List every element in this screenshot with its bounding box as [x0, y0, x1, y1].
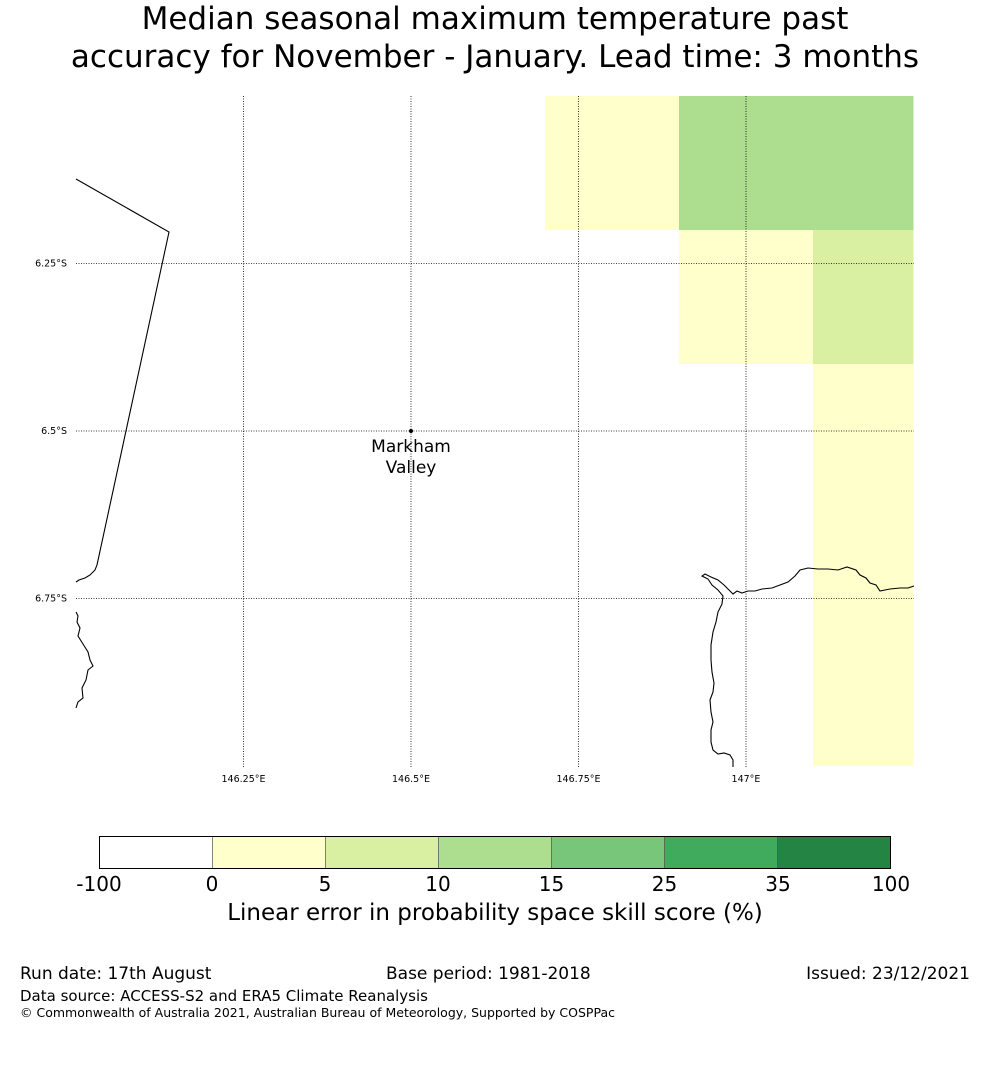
lon-label-146-5: 146.5°E [392, 774, 430, 785]
colorbar-tick-5: 25 [651, 872, 678, 896]
colorbar-tick-6: 35 [765, 872, 791, 896]
lon-label-147: 147°E [732, 774, 761, 785]
skill-cell-4 [679, 89, 914, 96]
coastline-southwest [75, 611, 94, 709]
skill-cell-8 [813, 230, 914, 364]
colorbar-tick-4: 15 [538, 872, 565, 896]
run-date: Run date: 17th August [20, 964, 212, 984]
colorbar-tick-7: 100 [871, 872, 911, 896]
lat-label-6-25: 6.25°S [35, 259, 67, 270]
skill-cells [110, 89, 914, 766]
lon-label-146-75: 146.75°E [557, 774, 601, 785]
colorbar-segment-4 [551, 836, 665, 869]
skill-cell-2 [411, 89, 545, 96]
map-figure: Markham Valley 6.25°S 6.5°S 6.75°S 146.2… [35, 89, 915, 785]
colorbar-tick-0: -100 [76, 872, 122, 896]
lat-label-6-5: 6.5°S [41, 426, 67, 437]
coastlines [75, 178, 915, 767]
skill-cell-6 [679, 96, 914, 230]
title-line-1: Median seasonal maximum temperature past [141, 1, 849, 37]
place-label-line-1: Markham [371, 437, 451, 457]
colorbar-segment-0 [99, 836, 213, 869]
lon-label-146-25: 146.25°E [222, 774, 266, 785]
skill-cell-9 [813, 364, 914, 766]
map-title: Median seasonal maximum temperature past… [0, 0, 990, 76]
skill-cell-3 [545, 89, 679, 96]
coastline-west [75, 178, 170, 583]
colorbar-tick-1: 0 [205, 872, 219, 896]
data-source: Data source: ACCESS-S2 and ERA5 Climate … [20, 987, 428, 1005]
markham-valley-point [409, 429, 413, 433]
colorbar-segment-3 [438, 836, 552, 869]
copyright: © Commonwealth of Australia 2021, Austra… [20, 1005, 615, 1020]
base-period: Base period: 1981-2018 [386, 964, 591, 984]
colorbar-segment-5 [664, 836, 778, 869]
issued-date: Issued: 23/12/2021 [806, 964, 970, 984]
skill-cell-1 [277, 89, 411, 96]
colorbar-title: Linear error in probability space skill … [227, 900, 763, 926]
colorbar-tick-2: 5 [318, 872, 332, 896]
skill-cell-0 [110, 89, 278, 96]
colorbar-tick-3: 10 [425, 872, 451, 896]
lat-label-6-75: 6.75°S [35, 594, 67, 605]
colorbar-segment-6 [777, 836, 891, 869]
colorbar-segment-1 [212, 836, 326, 869]
title-line-2: accuracy for November - January. Lead ti… [70, 39, 920, 75]
place-label-line-2: Valley [386, 458, 437, 478]
coastline-southeast [700, 566, 915, 767]
colorbar [99, 836, 891, 869]
skill-cell-5 [545, 96, 679, 230]
colorbar-segment-2 [325, 836, 439, 869]
